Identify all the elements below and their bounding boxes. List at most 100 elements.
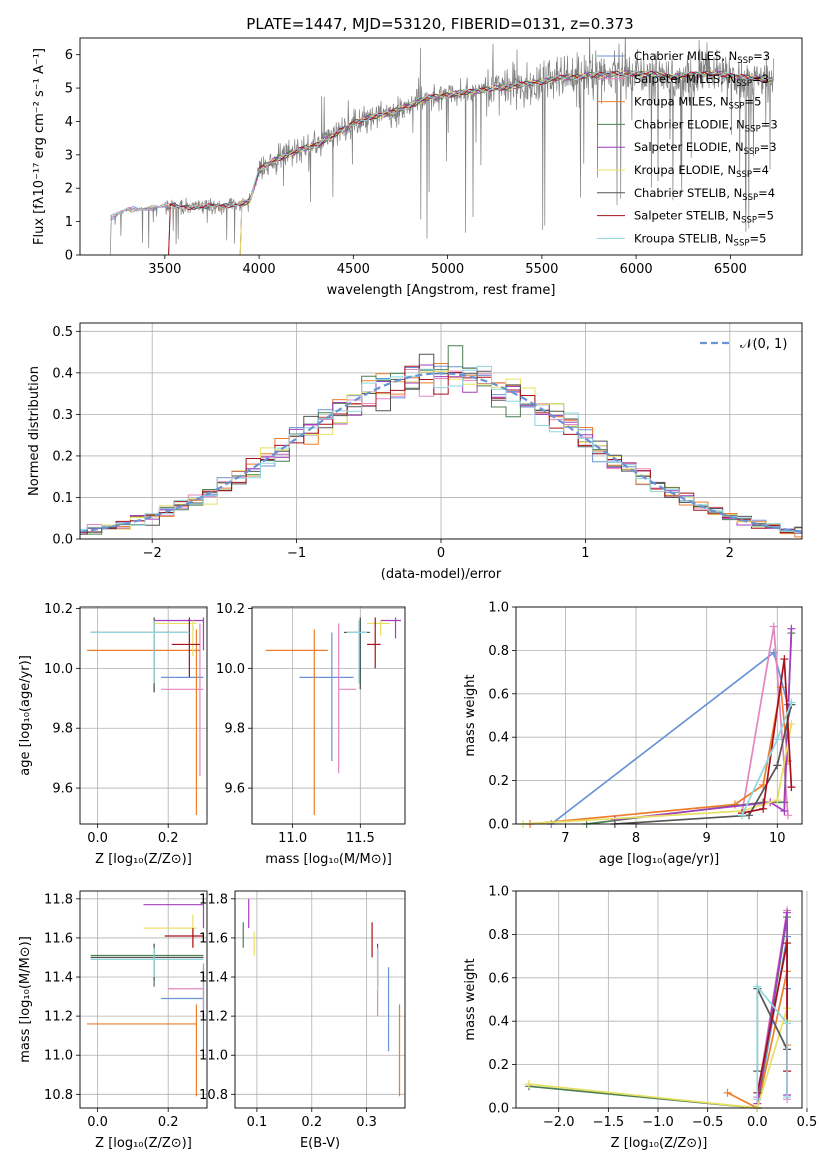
age_vs_mass-xlabel: mass [log₁₀(M/M⊙)] bbox=[265, 852, 392, 867]
massweight_vs_age-xtick-label: 8 bbox=[632, 831, 640, 846]
residuals-xlabel: (data-model)/error bbox=[381, 567, 502, 582]
legend-label-kroupa_elodie: Kroupa ELODIE, NSSP=4 bbox=[634, 163, 769, 180]
legend-sub-kroupa_miles: SSP bbox=[729, 102, 745, 112]
spectrum-model-line-salpeter_stelib bbox=[168, 71, 771, 255]
massweight_vs_age-line-chabrier_stelib bbox=[614, 704, 793, 824]
mass_vs_Z-ytick-label: 11.2 bbox=[44, 1010, 73, 1025]
massweight_vs_age-ytick-label: 0.8 bbox=[488, 644, 509, 659]
massweight_vs_age-line-salpeter_stelib bbox=[741, 658, 793, 814]
age_vs_mass-ytick-label: 9.8 bbox=[224, 722, 245, 737]
massweight_vs_age-marker-salpeter_stelib bbox=[780, 655, 789, 664]
massweight_vs_Z-marker-kroupa_elodie bbox=[524, 1080, 533, 1089]
mass_vs_ebv-xtick-label: 0.2 bbox=[301, 1115, 322, 1130]
mass_vs_Z-xlabel: Z [log₁₀(Z/Z⊙)] bbox=[95, 1136, 192, 1151]
residuals-ytick-label: 0.0 bbox=[52, 533, 73, 548]
legend-suffix-salpeter_stelib: =5 bbox=[757, 209, 774, 223]
massweight_vs_Z-ytick-label: 0.0 bbox=[488, 1102, 509, 1117]
legend-sub-kroupa_elodie: SSP bbox=[736, 170, 752, 180]
massweight_vs_age-marker-kroupa_miles bbox=[730, 800, 739, 809]
massweight_vs_age-marker-salpeter_elodie bbox=[780, 806, 789, 815]
massweight_vs_age-ytick-label: 0.6 bbox=[488, 687, 509, 702]
massweight_vs_age-marker-salpeter_miles bbox=[783, 811, 792, 820]
spectrum-frame bbox=[79, 37, 803, 256]
residual-hist-kroupa_miles bbox=[80, 363, 802, 538]
spectrum-xtick-label: 4000 bbox=[243, 262, 276, 277]
legend-sub-chabrier_elodie: SSP bbox=[745, 124, 761, 134]
legend-suffix-chabrier_elodie: =3 bbox=[761, 117, 778, 131]
residuals-xtick-label: 1 bbox=[581, 546, 589, 561]
spectrum-xtick-label: 4500 bbox=[337, 262, 370, 277]
massweight_vs_age-marker-chabrier_stelib bbox=[745, 811, 754, 820]
spectrum-xtick-label: 6000 bbox=[620, 262, 653, 277]
massweight_vs_age-xtick-label: 7 bbox=[561, 831, 569, 846]
mass_vs_Z-ytick-label: 11.0 bbox=[44, 1049, 73, 1064]
residuals-ytick-label: 0.4 bbox=[52, 366, 73, 381]
spectrum-ytick-label: 6 bbox=[65, 48, 73, 63]
legend-label-salpeter_stelib: Salpeter STELIB, NSSP=5 bbox=[634, 209, 774, 226]
age_vs_Z-xtick-label: 0.0 bbox=[87, 831, 108, 846]
massweight_vs_Z-xtick-label: −1.5 bbox=[593, 1115, 625, 1130]
residuals-xtick-label: 0 bbox=[437, 546, 445, 561]
spectrum-model-line-kroupa_miles bbox=[109, 70, 772, 217]
massweight_vs_Z-marker-kroupa_stelib bbox=[783, 1019, 792, 1028]
residuals-xtick-label: −1 bbox=[287, 546, 306, 561]
mass_vs_Z-ytick-label: 11.8 bbox=[44, 892, 73, 907]
massweight_vs_Z-marker-kroupa_stelib bbox=[753, 982, 762, 991]
legend-label-kroupa_stelib: Kroupa STELIB, NSSP=5 bbox=[634, 231, 766, 248]
age_vs_mass-ytick-label: 9.6 bbox=[224, 782, 245, 797]
legend-sub-chabrier_miles: SSP bbox=[737, 56, 753, 66]
mass_vs_Z-ytick-label: 10.8 bbox=[44, 1088, 73, 1103]
mass_vs_ebv-ytick-label: 11.6 bbox=[199, 931, 228, 946]
mass_vs_ebv-xtick-label: 0.3 bbox=[356, 1115, 377, 1130]
massweight_vs_age-xlabel: age [log₁₀(age/yr)] bbox=[599, 852, 720, 867]
massweight_vs_Z-ytick-label: 0.8 bbox=[488, 928, 509, 943]
massweight_vs_Z-ylabel: mass weight bbox=[463, 958, 478, 1040]
massweight_vs_Z-xtick-label: −1.0 bbox=[642, 1115, 674, 1130]
legend-label-salpeter_miles: Salpeter MILES, NSSP=3 bbox=[634, 72, 769, 89]
spectrum-ytick-label: 4 bbox=[65, 115, 73, 130]
mass_vs_Z-ytick-label: 11.6 bbox=[44, 931, 73, 946]
massweight_vs_age-ylabel: mass weight bbox=[463, 674, 478, 756]
mass_vs_ebv-ytick-label: 10.8 bbox=[199, 1088, 228, 1103]
massweight_vs_age-ytick-label: 1.0 bbox=[488, 601, 509, 616]
massweight_vs_age-marker-chabrier_stelib bbox=[773, 761, 782, 770]
legend-label-salpeter_elodie: Salpeter ELODIE, NSSP=3 bbox=[634, 140, 777, 157]
massweight_vs_age-marker-salpeter_elodie bbox=[787, 624, 796, 633]
legend-suffix-kroupa_miles: =5 bbox=[744, 95, 761, 109]
legend-label-chabrier_miles: Chabrier MILES, NSSP=3 bbox=[634, 49, 770, 66]
spectrum-axes bbox=[76, 54, 731, 259]
residuals-ytick-label: 0.1 bbox=[52, 491, 73, 506]
massweight_vs_age-marker-kroupa_elodie bbox=[773, 796, 782, 805]
mass_vs_Z-frame bbox=[79, 890, 208, 1109]
legend-sub-salpeter_miles: SSP bbox=[736, 79, 752, 89]
spectrum-ytick-label: 1 bbox=[65, 215, 73, 230]
massweight_vs_Z-ytick-label: 0.2 bbox=[488, 1058, 509, 1073]
legend-sub-salpeter_elodie: SSP bbox=[744, 147, 760, 157]
legend-label-chabrier_stelib: Chabrier STELIB, NSSP=4 bbox=[634, 186, 775, 203]
legend-suffix-salpeter_elodie: =3 bbox=[760, 140, 777, 154]
mass_vs_Z-ytick-label: 11.4 bbox=[44, 971, 73, 986]
spectrum-model-line-kroupa_stelib bbox=[109, 70, 772, 218]
mass_vs_ebv-ytick-label: 11.2 bbox=[199, 1010, 228, 1025]
spectrum-ytick-label: 2 bbox=[65, 182, 73, 197]
normal-legend-label: 𝒩(0, 1) bbox=[740, 337, 787, 352]
massweight_vs_Z-xtick-label: −0.5 bbox=[692, 1115, 724, 1130]
legend-suffix-chabrier_stelib: =4 bbox=[758, 186, 775, 200]
legend-suffix-kroupa_stelib: =5 bbox=[749, 231, 766, 245]
legend-label-chabrier_elodie: Chabrier ELODIE, NSSP=3 bbox=[634, 117, 778, 134]
massweight_vs_Z-xlabel: Z [log₁₀(Z/Z⊙)] bbox=[611, 1136, 708, 1151]
age_vs_mass-xtick-label: 11.5 bbox=[346, 831, 375, 846]
massweight_vs_age-line-kroupa_elodie bbox=[523, 724, 793, 824]
massweight_vs_Z-line-salpeter_elodie bbox=[756, 912, 788, 1104]
massweight_vs_Z-marker-kroupa_miles bbox=[723, 1088, 732, 1097]
mass_vs_ebv-frame bbox=[234, 890, 406, 1109]
age_vs_Z-ytick-label: 9.6 bbox=[52, 782, 73, 797]
residuals-ytick-label: 0.3 bbox=[52, 408, 73, 423]
massweight_vs_Z-marker-kroupa_stelib bbox=[753, 1095, 762, 1104]
massweight_vs_age-marker-salpeter_miles bbox=[769, 622, 778, 631]
spectrum-xtick-label: 3500 bbox=[148, 262, 181, 277]
massweight_vs_age-frame bbox=[515, 606, 803, 825]
age_vs_mass-xtick-label: 11.0 bbox=[278, 831, 307, 846]
massweight_vs_age-ytick-label: 0.4 bbox=[488, 731, 509, 746]
